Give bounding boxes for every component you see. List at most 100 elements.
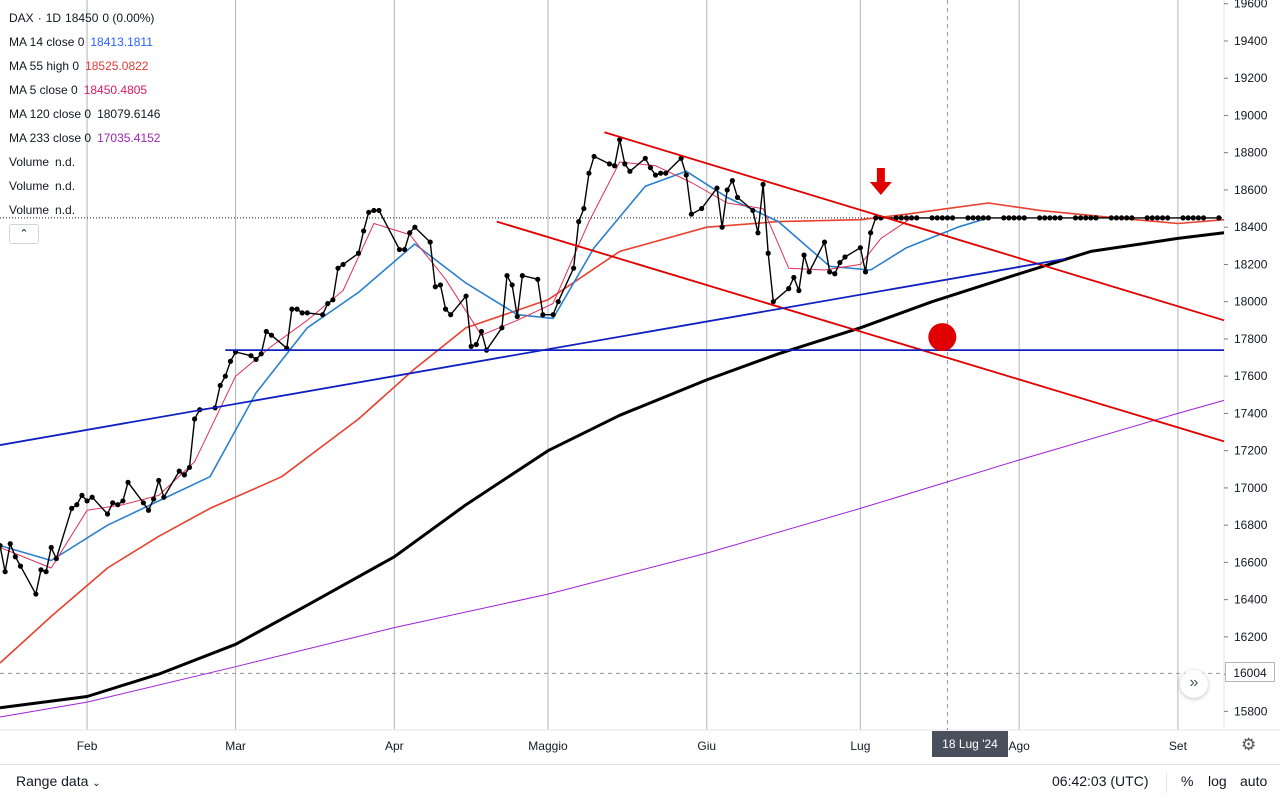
indicator-value: n.d. <box>55 155 76 169</box>
price-point <box>801 252 807 258</box>
price-point <box>985 215 992 221</box>
y-tick-label: 15800 <box>1234 704 1268 718</box>
price-point <box>1149 215 1155 221</box>
price-point <box>857 245 863 251</box>
price-point <box>412 224 418 230</box>
y-tick-label: 19600 <box>1234 0 1268 11</box>
indicator-label: Volume <box>9 179 50 193</box>
price-point <box>770 299 776 305</box>
indicator-value: 17035.4152 <box>97 131 161 145</box>
indicator-label: MA 120 close 0 <box>9 107 92 121</box>
price-point <box>827 269 833 275</box>
price-point <box>908 215 915 221</box>
symbol-label[interactable]: DAX <box>9 11 34 25</box>
legend-indicator-row[interactable]: MA 120 close 0 18079.6146 <box>9 102 164 126</box>
price-point <box>1088 215 1094 221</box>
price-point <box>325 300 331 307</box>
y-tick-label: 17000 <box>1234 481 1268 495</box>
y-tick-label: 18000 <box>1234 295 1268 309</box>
price-point <box>1021 215 1027 221</box>
interval-label[interactable]: 1D <box>45 11 62 25</box>
y-tick-label: 19000 <box>1234 108 1268 122</box>
legend-indicator-row[interactable]: MA 14 close 0 18413.1811 <box>9 30 164 54</box>
price-point <box>1185 215 1191 221</box>
indicator-value: 18413.1811 <box>90 35 153 49</box>
log-scale-button[interactable]: log <box>1208 773 1227 789</box>
price-point <box>760 181 766 187</box>
price-point <box>151 496 157 502</box>
price-point <box>837 259 843 266</box>
price-point <box>1124 215 1130 221</box>
trendline-rising-support <box>0 257 1066 446</box>
double-chevron-right-icon: » <box>1189 674 1199 691</box>
chart-legend: DAX · 1D 18450 0 (0.00%) MA 14 close 0 18413.… <box>9 6 164 222</box>
indicator-label: MA 233 close 0 <box>9 131 92 145</box>
price-point <box>606 161 613 167</box>
chevron-up-icon: ⌃ <box>19 228 29 240</box>
y-tick-label: 17600 <box>1234 369 1268 383</box>
price-point <box>299 310 305 316</box>
legend-indicator-row[interactable]: MA 5 close 0 18450.4805 <box>9 78 164 102</box>
price-point <box>898 215 904 221</box>
indicator-value: 18079.6146 <box>97 107 161 121</box>
price-point <box>1200 215 1207 221</box>
price-point <box>79 492 85 498</box>
indicator-value: n.d. <box>55 179 76 193</box>
legend-indicator-row[interactable]: MA 55 high 0 18525.0822 <box>9 54 164 78</box>
price-point <box>248 353 254 359</box>
price-point <box>1129 215 1135 221</box>
price-point <box>791 274 797 281</box>
price-point <box>335 265 341 271</box>
indicator-value: 18450.4805 <box>83 83 148 97</box>
legend-indicator-row[interactable]: Volume n.d. <box>9 198 164 222</box>
price-point <box>1057 215 1063 221</box>
price-point <box>734 194 741 200</box>
price-value: 18450 <box>65 11 99 25</box>
price-point <box>765 250 771 256</box>
price-point <box>468 343 474 349</box>
utc-clock[interactable]: 06:42:03 (UTC) <box>1052 773 1149 789</box>
price-point <box>145 507 152 513</box>
price-point <box>1072 215 1079 221</box>
trendline-lower-channel-line <box>496 220 1225 443</box>
legend-indicator-row[interactable]: Volume n.d. <box>9 150 164 174</box>
chart-settings-button[interactable]: ⚙ <box>1241 735 1256 755</box>
price-point <box>7 541 13 547</box>
price-point <box>227 358 234 364</box>
price-chart[interactable]: FebMarAprMaggioGiuLugAgoSet1580016000162… <box>0 0 1280 764</box>
price-point <box>140 500 146 506</box>
y-tick-label: 17800 <box>1234 332 1268 346</box>
indicator-value: n.d. <box>55 203 76 217</box>
percent-scale-button[interactable]: % <box>1181 773 1194 789</box>
price-point <box>868 230 874 236</box>
trendline-upper-channel-line <box>604 131 1225 322</box>
price-point <box>366 209 372 215</box>
price-point <box>873 215 879 221</box>
target-dot <box>928 323 957 352</box>
price-point <box>724 187 730 193</box>
ma120-line <box>0 231 1225 710</box>
price-point <box>555 299 561 305</box>
range-date-button[interactable]: Range data ⌄ <box>16 773 101 789</box>
price-point <box>1180 215 1186 221</box>
scroll-to-realtime-button[interactable]: » <box>1180 670 1208 698</box>
price-point <box>970 215 976 221</box>
indicator-label: MA 14 close 0 <box>9 35 85 49</box>
change-value: 0 (0.00%) <box>102 11 155 25</box>
auto-scale-button[interactable]: auto <box>1240 773 1268 789</box>
price-point <box>678 155 684 161</box>
price-point <box>1154 215 1161 221</box>
price-point <box>1113 215 1120 221</box>
y-tick-label: 16400 <box>1234 593 1268 607</box>
legend-indicator-row[interactable]: Volume n.d. <box>9 174 164 198</box>
price-point <box>294 306 300 312</box>
price-point <box>688 211 694 217</box>
price-point <box>893 215 899 221</box>
price-point <box>1118 215 1125 221</box>
price-point <box>570 265 577 271</box>
legend-collapse-button[interactable]: ⌃ <box>9 224 39 244</box>
legend-indicator-row[interactable]: MA 233 close 0 17035.4152 <box>9 126 164 150</box>
price-point <box>320 312 326 318</box>
x-tick-label: Feb <box>77 739 98 753</box>
price-point <box>1016 215 1022 221</box>
